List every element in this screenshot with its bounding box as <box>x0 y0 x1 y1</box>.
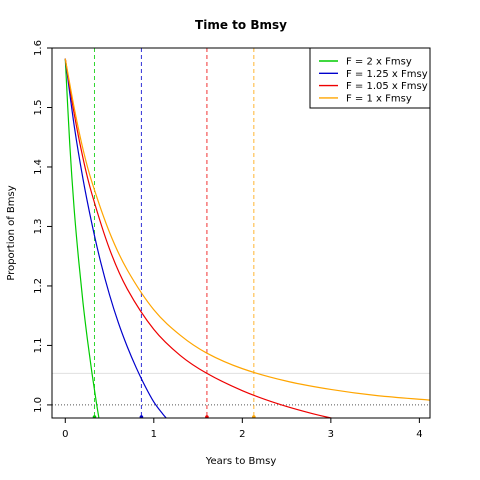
legend-label-3: F = 1 x Fmsy <box>346 93 412 104</box>
x-tick-label: 1 <box>151 429 157 440</box>
y-tick-label: 1.5 <box>33 100 44 116</box>
vline-marker-2 <box>205 415 209 418</box>
x-tick-label: 4 <box>416 429 422 440</box>
series-line-1 <box>64 58 167 418</box>
chart-title: Time to Bmsy <box>195 18 287 32</box>
x-tick-label: 3 <box>328 429 334 440</box>
legend-label-0: F = 2 x Fmsy <box>346 57 412 68</box>
series-line-0 <box>64 58 100 418</box>
x-axis-label: Years to Bmsy <box>205 456 277 467</box>
y-axis-label: Proportion of Bmsy <box>6 185 17 280</box>
legend-label-2: F = 1.05 x Fmsy <box>346 81 428 92</box>
series-line-3 <box>64 58 430 401</box>
y-tick-label: 1.6 <box>33 40 44 56</box>
y-tick-label: 1.1 <box>33 337 44 353</box>
y-tick-label: 1.2 <box>33 278 44 294</box>
vline-marker-1 <box>139 415 144 418</box>
legend-label-1: F = 1.25 x Fmsy <box>346 69 428 80</box>
plot-frame <box>51 47 431 419</box>
plot-area <box>52 48 430 418</box>
vline-marker-0 <box>92 415 97 418</box>
axes: 0 1 2 3 4 1.0 1.1 1.2 1.3 1.4 1.5 1.6 <box>33 40 423 440</box>
series-line-2 <box>64 58 335 418</box>
y-tick-label: 1.3 <box>33 219 44 235</box>
x-tick-label: 2 <box>239 429 245 440</box>
x-tick-label: 0 <box>62 429 68 440</box>
y-tick-label: 1.4 <box>33 159 44 175</box>
y-tick-label: 1.0 <box>33 397 44 413</box>
vline-marker-3 <box>252 415 256 418</box>
